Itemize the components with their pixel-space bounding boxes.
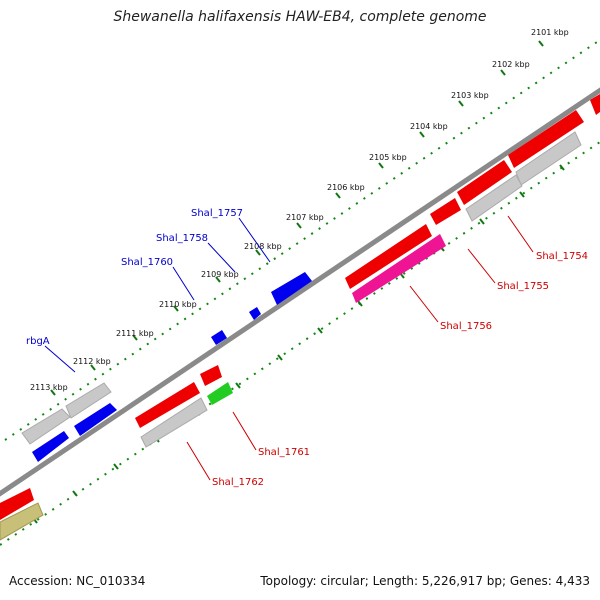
cds-green — [207, 382, 233, 405]
cds-grey — [65, 382, 112, 419]
gene-label-shal-1760: Shal_1760 — [121, 257, 173, 268]
cds-blue — [74, 403, 117, 436]
forward-label-leaders — [44, 217, 271, 373]
gene-label-shal-1762: Shal_1762 — [212, 477, 264, 488]
cds-grey — [21, 408, 71, 445]
cds-red — [200, 365, 222, 386]
cds-pink — [352, 234, 446, 303]
scale-label: 2103 kbp — [451, 91, 489, 100]
forward-gene-labels: Shal_1757 Shal_1758 Shal_1760 rbgA — [26, 208, 243, 347]
gene-label-shal-1758: Shal_1758 — [156, 233, 208, 244]
cds-red — [430, 198, 461, 225]
cds-red — [345, 224, 432, 289]
scale-label: 2107 kbp — [286, 213, 324, 222]
inner-scale-line — [0, 141, 600, 546]
scale-label: 2109 kbp — [201, 270, 239, 279]
cds-red — [135, 382, 200, 428]
reverse-label-leaders — [186, 215, 534, 481]
accession-text: Accession: NC_010334 — [9, 574, 146, 588]
scale-label: 2112 kbp — [73, 357, 111, 366]
scale-labels: 2101 kbp 2102 kbp 2103 kbp 2104 kbp 2105… — [30, 28, 569, 392]
cds-red — [457, 160, 512, 205]
gene-label-rbga: rbgA — [26, 336, 50, 347]
scale-label: 2110 kbp — [159, 300, 197, 309]
scale-label: 2113 kbp — [30, 383, 68, 392]
cds-red — [508, 110, 584, 168]
cds-grey — [140, 397, 208, 448]
genome-summary-text: Topology: circular; Length: 5,226,917 bp… — [260, 574, 590, 588]
cds-red — [0, 488, 34, 520]
scale-label: 2106 kbp — [327, 183, 365, 192]
cds-blue — [211, 330, 227, 345]
map-title: Shewanella halifaxensis HAW-EB4, complet… — [113, 9, 487, 25]
cds-red — [590, 94, 600, 115]
cds-blue — [249, 307, 261, 320]
reverse-features — [0, 94, 600, 541]
cds-blue — [271, 272, 312, 305]
scale-label: 2102 kbp — [492, 60, 530, 69]
scale-label: 2101 kbp — [531, 28, 569, 37]
scale-label: 2108 kbp — [244, 242, 282, 251]
gene-label-shal-1757: Shal_1757 — [191, 208, 243, 219]
forward-features — [21, 272, 312, 462]
outer-scale-line — [4, 39, 600, 441]
gene-label-shal-1755: Shal_1755 — [497, 281, 549, 292]
scale-label: 2105 kbp — [369, 153, 407, 162]
outer-scale-ticks — [50, 40, 544, 396]
scale-label: 2111 kbp — [116, 329, 154, 338]
cds-olive — [0, 502, 44, 541]
reverse-gene-labels: Shal_1754 Shal_1755 Shal_1756 Shal_1761 … — [212, 251, 588, 488]
gene-label-shal-1756: Shal_1756 — [440, 321, 492, 332]
cds-grey — [465, 174, 523, 222]
cds-blue — [32, 431, 69, 462]
backbone-line — [0, 87, 600, 497]
scale-label: 2104 kbp — [410, 122, 448, 131]
gene-label-shal-1761: Shal_1761 — [258, 447, 310, 458]
gene-label-shal-1754: Shal_1754 — [536, 251, 588, 262]
